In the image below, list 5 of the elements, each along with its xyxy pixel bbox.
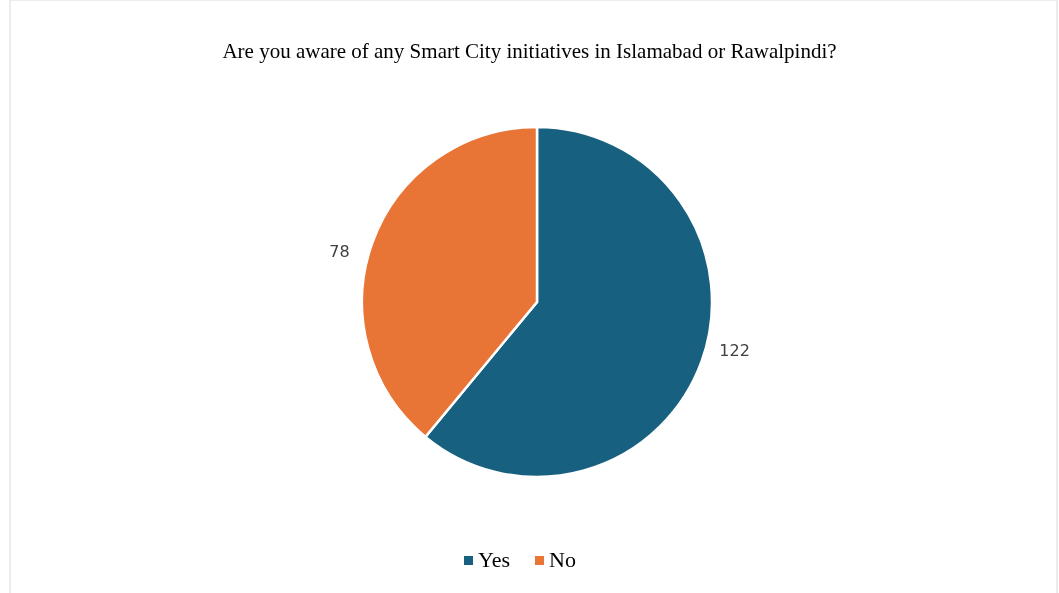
- chart-title: Are you aware of any Smart City initiatives in Islamabad or Rawalpindi?: [222, 39, 837, 63]
- data-label: 122: [719, 341, 750, 361]
- legend-label: Yes: [478, 547, 511, 573]
- legend-label: No: [549, 547, 576, 573]
- data-label: 78: [329, 241, 350, 261]
